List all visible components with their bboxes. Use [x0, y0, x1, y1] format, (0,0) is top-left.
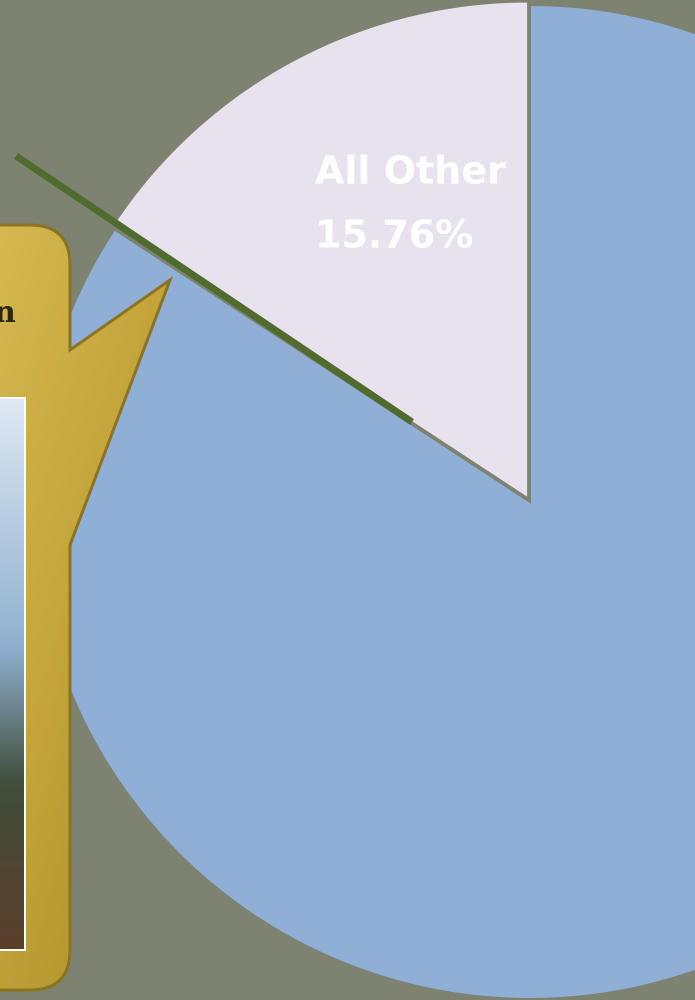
slice-value-label: 15.76%: [315, 213, 473, 257]
pie-slice: [111, 0, 530, 501]
leader-line: [14, 153, 414, 425]
callout-box: n: [0, 223, 174, 992]
slice-category-label: All Other: [315, 149, 506, 193]
callout-text: n: [0, 295, 16, 330]
photo: [0, 397, 26, 951]
callout-shape: [0, 223, 174, 992]
